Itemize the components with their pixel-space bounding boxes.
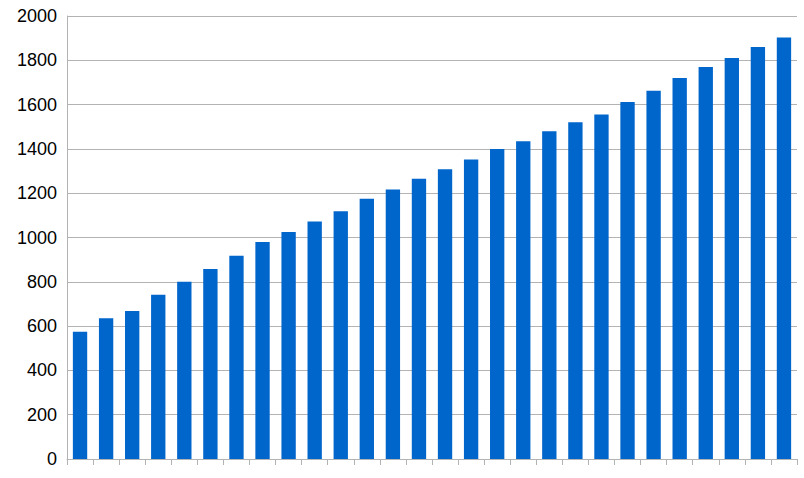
svg-text:400: 400: [27, 360, 57, 380]
svg-text:800: 800: [27, 272, 57, 292]
svg-text:1000: 1000: [17, 228, 57, 248]
svg-text:1600: 1600: [17, 95, 57, 115]
svg-text:2000: 2000: [17, 6, 57, 26]
svg-text:1200: 1200: [17, 183, 57, 203]
svg-text:0: 0: [47, 449, 57, 469]
svg-text:600: 600: [27, 316, 57, 336]
svg-text:1400: 1400: [17, 139, 57, 159]
svg-text:200: 200: [27, 405, 57, 425]
svg-text:1800: 1800: [17, 50, 57, 70]
